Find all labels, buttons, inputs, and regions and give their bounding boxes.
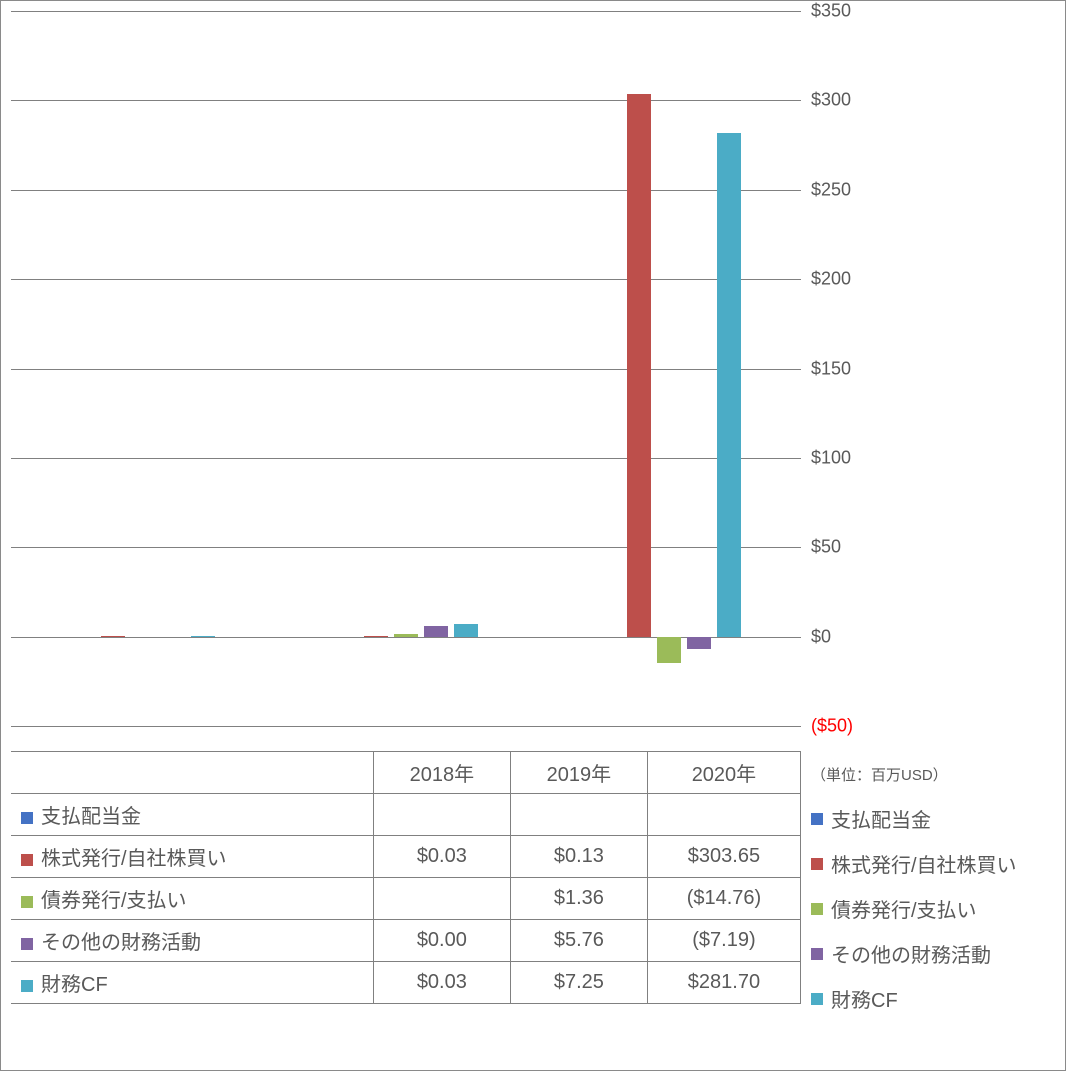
bar	[627, 94, 651, 637]
table-cell: $0.03	[373, 962, 510, 1004]
legend-swatch	[811, 948, 823, 960]
table-row-label: 支払配当金	[11, 794, 373, 836]
gridline	[11, 11, 801, 12]
y-axis-label: $300	[811, 90, 851, 111]
y-axis: ($50)$0$50$100$150$200$250$300$350	[811, 11, 911, 726]
plot-area	[11, 11, 801, 726]
table-corner	[11, 752, 373, 794]
bar	[454, 624, 478, 637]
legend-swatch	[21, 854, 33, 866]
y-axis-label: $250	[811, 179, 851, 200]
legend-swatch	[811, 993, 823, 1005]
legend-label: 財務CF	[831, 984, 898, 1013]
gridline	[11, 279, 801, 280]
legend-swatch	[811, 813, 823, 825]
y-axis-label: $350	[811, 1, 851, 22]
legend-swatch	[811, 903, 823, 915]
table-cell: $0.13	[510, 836, 647, 878]
y-axis-label: ($50)	[811, 716, 853, 737]
legend-item: 債券発行/支払い	[811, 886, 1017, 931]
table-cell: ($7.19)	[647, 920, 800, 962]
legend-label: 株式発行/自社株買い	[831, 849, 1017, 878]
legend-item: 支払配当金	[811, 796, 1017, 841]
legend-swatch	[21, 812, 33, 824]
gridline	[11, 547, 801, 548]
y-axis-label: $100	[811, 447, 851, 468]
legend-item: 財務CF	[811, 976, 1017, 1021]
y-axis-label: $200	[811, 269, 851, 290]
legend-item: その他の財務活動	[811, 931, 1017, 976]
legend-label: 債券発行/支払い	[831, 894, 977, 923]
gridline	[11, 637, 801, 638]
table-column-header: 2019年	[510, 752, 647, 794]
gridline	[11, 726, 801, 727]
table-cell: $0.03	[373, 836, 510, 878]
table-cell	[373, 878, 510, 920]
table-row-label: 財務CF	[11, 962, 373, 1004]
table-cell	[647, 794, 800, 836]
gridline	[11, 100, 801, 101]
table-cell	[373, 794, 510, 836]
bar	[191, 636, 215, 637]
gridline	[11, 458, 801, 459]
bar	[394, 634, 418, 636]
legend-label: 支払配当金	[831, 804, 931, 833]
bar	[424, 626, 448, 636]
legend-swatch	[21, 896, 33, 908]
bar	[687, 637, 711, 650]
y-axis-label: $150	[811, 358, 851, 379]
gridline	[11, 190, 801, 191]
table-row-label: 債券発行/支払い	[11, 878, 373, 920]
y-axis-label: $0	[811, 626, 831, 647]
legend: 支払配当金株式発行/自社株買い債券発行/支払いその他の財務活動財務CF	[811, 796, 1017, 1021]
bar	[364, 636, 388, 637]
legend-swatch	[811, 858, 823, 870]
data-table: 2018年2019年2020年支払配当金株式発行/自社株買い$0.03$0.13…	[11, 751, 801, 1004]
unit-label: （単位：百万USD）	[811, 764, 948, 785]
table-cell	[510, 794, 647, 836]
table-cell: $5.76	[510, 920, 647, 962]
table-column-header: 2018年	[373, 752, 510, 794]
bar	[657, 637, 681, 663]
bar	[717, 133, 741, 637]
table-row-label: 株式発行/自社株買い	[11, 836, 373, 878]
gridline	[11, 369, 801, 370]
table-cell: $303.65	[647, 836, 800, 878]
table-cell: $1.36	[510, 878, 647, 920]
legend-swatch	[21, 980, 33, 992]
table-cell: ($14.76)	[647, 878, 800, 920]
table-cell: $281.70	[647, 962, 800, 1004]
chart-container: ($50) $0 $50 $100 $150 $200 $250 $300 $350 （単位：百…	[0, 0, 1066, 1071]
table-column-header: 2020年	[647, 752, 800, 794]
legend-item: 株式発行/自社株買い	[811, 841, 1017, 886]
table-cell: $7.25	[510, 962, 647, 1004]
legend-label: その他の財務活動	[831, 939, 991, 968]
bar	[101, 636, 125, 637]
y-axis-label: $50	[811, 537, 841, 558]
table-cell: $0.00	[373, 920, 510, 962]
legend-swatch	[21, 938, 33, 950]
table-row-label: その他の財務活動	[11, 920, 373, 962]
